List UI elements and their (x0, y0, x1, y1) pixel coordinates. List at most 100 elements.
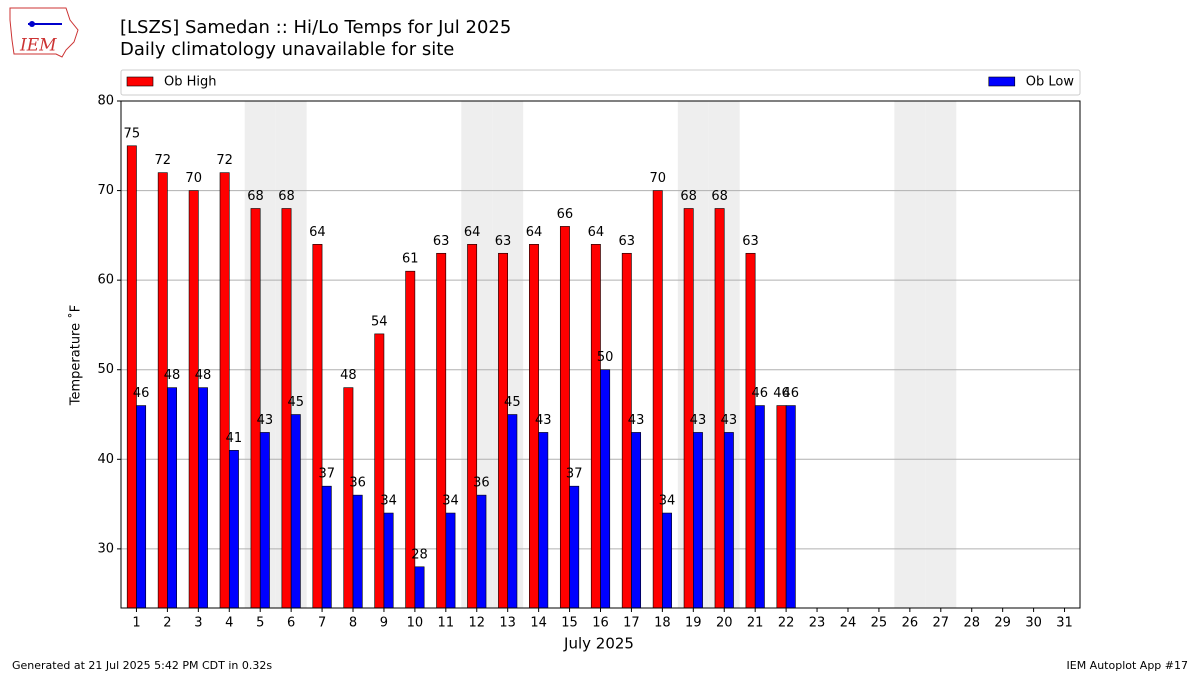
x-tick-label: 2 (163, 616, 171, 631)
value-label: 34 (659, 494, 676, 509)
x-tick-label: 16 (592, 616, 609, 631)
bar (383, 512, 394, 609)
chart-title: [LSZS] Samedan :: Hi/Lo Temps for Jul 20… (120, 17, 511, 38)
legend-label: Ob Low (1026, 75, 1075, 90)
value-label: 43 (628, 413, 645, 428)
value-label: 41 (226, 431, 243, 446)
x-tick-label: 9 (380, 616, 388, 631)
bar (198, 387, 208, 609)
x-axis-label: July 2025 (563, 635, 634, 653)
bar (693, 432, 703, 609)
bar (414, 566, 425, 609)
value-label: 72 (154, 153, 171, 168)
bar (745, 252, 756, 609)
value-label: 46 (133, 386, 150, 401)
bar (436, 252, 447, 609)
value-label: 46 (773, 386, 790, 401)
value-label: 64 (309, 225, 326, 240)
x-tick-label: 11 (438, 616, 455, 631)
value-label: 64 (526, 225, 543, 240)
value-label: 48 (164, 368, 181, 383)
y-tick-label: 30 (97, 541, 114, 556)
bar (569, 485, 580, 609)
x-tick-label: 5 (256, 616, 264, 631)
x-tick-label: 7 (318, 616, 326, 631)
bar (476, 494, 487, 609)
bar (652, 190, 663, 609)
value-label: 50 (597, 350, 614, 365)
value-label: 68 (278, 189, 295, 204)
y-tick-label: 70 (97, 183, 114, 198)
x-tick-label: 13 (499, 616, 516, 631)
bar (136, 405, 147, 609)
legend-swatch (126, 76, 154, 87)
bar (228, 450, 239, 609)
plot-frame (120, 100, 1081, 609)
bar (321, 485, 332, 609)
bar (631, 432, 642, 609)
x-tick-label: 23 (809, 616, 826, 631)
value-label: 36 (349, 476, 366, 491)
bar (188, 190, 199, 609)
bar (559, 226, 570, 609)
value-label: 43 (535, 413, 552, 428)
bar (290, 414, 301, 609)
value-label: 64 (588, 225, 605, 240)
value-label: 28 (411, 547, 428, 562)
footer-left: Generated at 21 Jul 2025 5:42 PM CDT in … (12, 659, 272, 672)
x-tick-label: 27 (933, 616, 950, 631)
x-tick-label: 29 (994, 616, 1011, 631)
value-label: 48 (195, 368, 212, 383)
x-tick-label: 3 (194, 616, 202, 631)
bar (776, 405, 787, 609)
y-tick-label: 40 (97, 452, 114, 467)
y-tick-label: 80 (97, 94, 114, 109)
bar (445, 512, 456, 609)
logo-text: IEM (19, 36, 57, 56)
bar (343, 387, 354, 609)
x-tick-label: 12 (468, 616, 485, 631)
value-label: 64 (464, 225, 481, 240)
y-axis-label: Temperature ˚F (68, 305, 84, 406)
value-label: 54 (371, 314, 388, 329)
value-label: 63 (495, 234, 512, 249)
bar (467, 244, 478, 609)
x-tick-label: 20 (716, 616, 733, 631)
value-label: 45 (288, 395, 305, 410)
bar (662, 512, 672, 609)
value-label: 72 (216, 153, 233, 168)
value-label: 70 (649, 171, 666, 186)
value-label: 34 (380, 494, 397, 509)
x-tick-label: 24 (840, 616, 857, 631)
x-tick-label: 25 (871, 616, 888, 631)
bar (157, 172, 168, 609)
x-tick-label: 22 (778, 616, 795, 631)
x-tick-label: 10 (407, 616, 424, 631)
value-label: 37 (566, 467, 583, 482)
value-label: 68 (680, 189, 697, 204)
value-label: 43 (690, 413, 707, 428)
value-label: 63 (433, 234, 450, 249)
legend-box (120, 69, 1081, 96)
value-label: 43 (257, 413, 274, 428)
bar (754, 405, 765, 609)
bar (538, 432, 549, 609)
value-label: 75 (124, 126, 141, 141)
legend-label: Ob High (164, 75, 217, 90)
bar (723, 432, 734, 609)
bar (785, 405, 796, 609)
x-tick-label: 17 (623, 616, 640, 631)
bar (683, 208, 694, 609)
bar (126, 145, 137, 609)
bar (621, 252, 632, 609)
x-tick-label: 8 (349, 616, 357, 631)
x-tick-label: 26 (902, 616, 919, 631)
bar (600, 369, 611, 609)
chart-subtitle: Daily climatology unavailable for site (120, 39, 454, 60)
logo-dot (29, 21, 35, 27)
x-tick-label: 14 (530, 616, 547, 631)
value-label: 45 (504, 395, 521, 410)
bar (167, 387, 177, 609)
bar (352, 494, 363, 609)
